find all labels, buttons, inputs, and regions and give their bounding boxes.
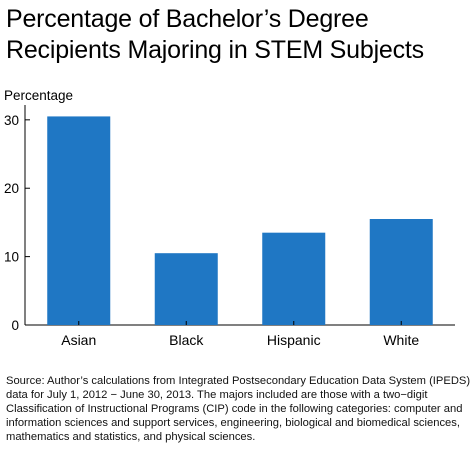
y-tick-label: 10 [4, 250, 19, 265]
chart-title-line-2: Recipients Majoring in STEM Subjects [6, 36, 424, 64]
x-tick-label: Black [169, 332, 204, 348]
chart-title: Percentage of Bachelor’s Degree Recipien… [6, 4, 471, 66]
x-tick-label: White [383, 332, 419, 348]
x-tick-label: Hispanic [267, 332, 321, 348]
y-tick-label: 30 [4, 113, 19, 128]
bar-black [154, 253, 218, 325]
chart-title-line-1: Percentage of Bachelor’s Degree [6, 5, 369, 33]
y-tick-label: 0 [11, 318, 19, 333]
bar-asian [47, 116, 111, 325]
y-tick-label: 20 [4, 181, 19, 196]
y-axis-label: Percentage [4, 88, 73, 103]
bar-hispanic [262, 232, 326, 325]
bar-chart: Percentage 0 10 20 30 Asian Black Hispanic White [0, 80, 475, 355]
bar-chart-svg: Percentage 0 10 20 30 Asian Black Hispanic White [4, 88, 455, 348]
bar-white [369, 219, 433, 325]
x-tick-label: Asian [61, 332, 96, 348]
source-note: Source: Author’s calculations from Integ… [6, 375, 471, 443]
